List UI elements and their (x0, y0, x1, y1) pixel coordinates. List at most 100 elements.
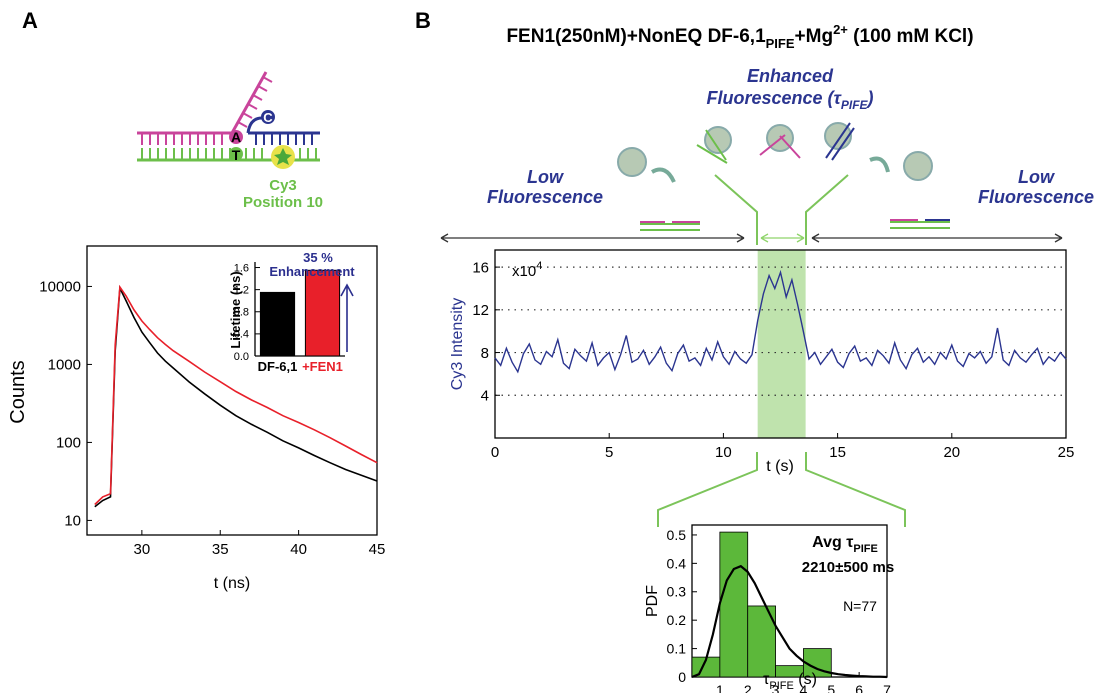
flap (237, 76, 273, 128)
base-label: A (231, 129, 241, 145)
histogram-bar (719, 531, 749, 678)
state-label-part: ) (866, 88, 874, 108)
title-part: FEN1(250nM)+NonEQ DF-6,1 (506, 26, 766, 47)
dna (696, 129, 728, 164)
position-label: Position 10 (243, 194, 323, 211)
plot-frame (494, 249, 1067, 439)
y-tick-label: 0.2 (667, 612, 687, 628)
annotation: 35 % (303, 250, 333, 265)
panel-label: A (22, 8, 38, 33)
x-tick-label: 25 (1058, 444, 1075, 461)
x-tick-label: +FEN1 (302, 359, 343, 374)
y-tick-label: 1000 (48, 357, 81, 374)
base-label: T (232, 147, 241, 163)
y-tick-label: 10000 (39, 279, 81, 296)
x-tick-label: 5 (605, 444, 613, 461)
x-tick-label: 5 (827, 682, 835, 693)
state-label: Fluorescence (487, 187, 603, 207)
dna (640, 223, 700, 231)
data-line (494, 269, 1067, 374)
base (229, 147, 243, 161)
x-tick-label: 45 (369, 541, 386, 558)
dna (890, 221, 950, 229)
strand (255, 133, 313, 145)
x-tick-label: 30 (134, 541, 151, 558)
strand (141, 133, 223, 145)
scale-label-exponent: 4 (536, 260, 542, 272)
annotation-part: Avg τ (812, 534, 853, 551)
annotation: N=77 (843, 598, 877, 614)
y-axis-label: Counts (7, 360, 29, 423)
protein (704, 126, 732, 154)
annotation: 2210±500 ms (802, 559, 894, 576)
y-axis-label: Lifetime (ns) (228, 271, 243, 348)
y-tick-label: 0.8 (234, 307, 249, 319)
schematic (440, 122, 1063, 527)
y-tick-label: 0.5 (667, 527, 687, 543)
y-tick-label: 4 (481, 388, 489, 405)
base (229, 130, 243, 144)
x-tick-label: 3 (772, 682, 780, 693)
connector (714, 174, 849, 245)
x-axis-label: t (s) (766, 458, 794, 475)
title-part: (100 mM KCl) (848, 26, 974, 47)
scale-label-part: x10 (512, 263, 536, 280)
x-axis-label-part: τ (763, 671, 770, 688)
arrow (869, 156, 890, 173)
x-axis-label: τPIFE (s) (763, 671, 817, 692)
state-label: Low (527, 167, 564, 187)
x-tick-label: 1 (716, 682, 724, 693)
flap (246, 116, 263, 134)
y-tick-label: 0.4 (234, 329, 249, 341)
state-label: Fluorescence (978, 187, 1094, 207)
flap (230, 71, 268, 134)
connector (657, 452, 906, 527)
arrow (651, 167, 676, 183)
x-axis-label-subscript: PIFE (769, 680, 793, 692)
y-tick-label: 0.1 (667, 640, 687, 656)
y-axis-label: Cy3 Intensity (449, 298, 466, 390)
y-tick-label: 8 (481, 345, 489, 362)
y-tick-label: 100 (56, 435, 81, 452)
state-label: Enhanced (747, 66, 834, 86)
y-tick-label: 1.6 (234, 262, 249, 274)
x-tick-label: 6 (855, 682, 863, 693)
y-tick-label: 0 (678, 669, 686, 685)
highlight-band (757, 250, 806, 438)
y-tick-label: 1.2 (234, 284, 249, 296)
x-tick-label: 40 (290, 541, 307, 558)
title-part: +Mg (795, 26, 834, 47)
panel-label: B (415, 8, 431, 33)
scale-label: x104 (512, 260, 542, 280)
title-subscript: PIFE (766, 36, 795, 51)
bar (259, 291, 296, 357)
dna (825, 122, 855, 161)
y-tick-label: 12 (472, 302, 489, 319)
bar (304, 269, 341, 357)
y-tick-label: 10 (64, 513, 81, 530)
annotation-subscript: PIFE (853, 543, 877, 555)
x-tick-label: 20 (943, 444, 960, 461)
y-tick-label: 16 (472, 259, 489, 276)
x-tick-label: 0 (491, 444, 499, 461)
x-axis-label: t (ns) (214, 575, 250, 592)
range-arrow (811, 233, 1063, 243)
y-axis-label: PDF (644, 585, 661, 617)
x-axis-label-part: (s) (794, 671, 817, 688)
protein (903, 151, 933, 181)
state-label: Low (1018, 167, 1055, 187)
x-tick-label: DF-6,1 (258, 359, 298, 374)
range-arrow (760, 233, 805, 243)
state-label-subscript: PIFE (841, 98, 869, 112)
x-tick-label: 7 (883, 682, 891, 693)
range-arrow (440, 233, 745, 243)
dye (274, 148, 292, 165)
x-tick-label: 4 (800, 682, 808, 693)
dna (759, 134, 801, 159)
state-label-part: Fluorescence (τ (706, 88, 842, 108)
base-label: C (263, 110, 273, 125)
panel-title: FEN1(250nM)+NonEQ DF-6,1PIFE+Mg2+ (100 m… (506, 22, 973, 51)
strand (141, 148, 317, 160)
y-tick-label: 0.4 (667, 555, 687, 571)
